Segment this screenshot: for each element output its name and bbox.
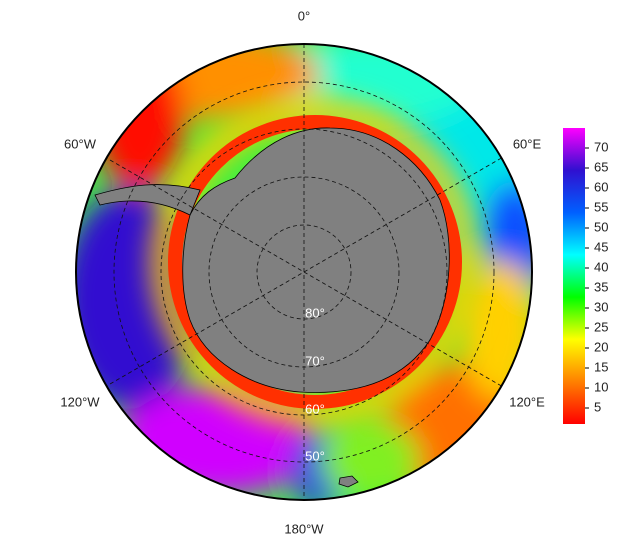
colorbar-tick-label: 25: [594, 319, 608, 334]
latitude-circle: [160, 128, 448, 416]
colorbar-tick-label: 50: [594, 219, 608, 234]
longitude-label: 0°: [298, 8, 310, 23]
colorbar-tick-label: 45: [594, 239, 608, 254]
graticule: [106, 44, 502, 500]
map-border: [75, 43, 533, 501]
longitude-label: 180°W: [284, 521, 324, 536]
island: [338, 475, 359, 488]
peninsula: [94, 184, 201, 216]
colorbar-tick-label: 10: [594, 379, 608, 394]
latitude-label: 60°: [305, 401, 325, 416]
colorbar-tick-label: 40: [594, 259, 608, 274]
meridian: [106, 157, 502, 387]
longitude-label: 60°E: [513, 136, 542, 151]
colorbar: [563, 128, 585, 424]
longitude-label: 60°W: [64, 136, 97, 151]
latitude-circle: [113, 81, 495, 463]
colorbar-tick-label: 30: [594, 299, 608, 314]
longitude-label: 120°W: [60, 394, 100, 409]
latitude-circle: [256, 224, 352, 320]
colorbar-tick-label: 65: [594, 159, 608, 174]
longitude-label: 120°E: [509, 394, 545, 409]
colorbar-tick-label: 15: [594, 359, 608, 374]
colorbar-tick-label: 70: [594, 139, 608, 154]
colorbar-tick-label: 5: [594, 399, 601, 414]
latitude-label: 80°: [305, 305, 325, 320]
colorbar-tick-label: 35: [594, 279, 608, 294]
colorbar-tick-label: 55: [594, 199, 608, 214]
colorbar-tick-label: 60: [594, 179, 608, 194]
latitude-label: 70°: [305, 353, 325, 368]
latitude-circle: [208, 176, 400, 368]
data-field: [76, 44, 532, 500]
colorbar-tick-label: 20: [594, 339, 608, 354]
latitude-label: 50°: [305, 448, 325, 463]
